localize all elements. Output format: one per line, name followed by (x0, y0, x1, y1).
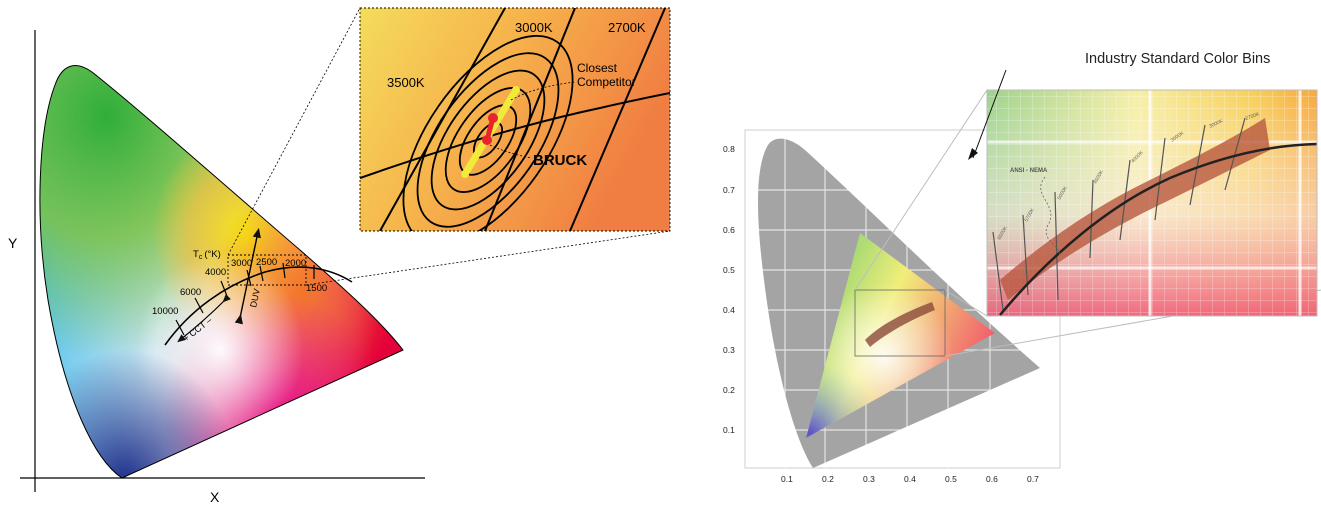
inset-locus (360, 92, 670, 179)
x-tick-0.4: 0.4 (904, 474, 916, 484)
bins-zoom-inset: 6500K 5700K 5000K 4500K 4000K 3500K 3000… (987, 90, 1317, 316)
industry-bins-callout: Industry Standard Color Bins (1085, 51, 1270, 67)
zoom-guide-top (227, 7, 361, 256)
bruck-point-lower (482, 135, 492, 145)
right-cie-diagram: 0.8 0.7 0.6 0.5 0.4 0.3 0.2 0.1 0.1 0.2 … (723, 51, 1321, 484)
x-tick-labels: 0.1 0.2 0.3 0.4 0.5 0.6 0.7 (781, 474, 1039, 484)
y-tick-0.3: 0.3 (723, 345, 735, 355)
bruck-point-upper (488, 113, 498, 123)
temp-label-1500: 1500 (306, 283, 327, 294)
y-tick-0.2: 0.2 (723, 385, 735, 395)
temp-label-2000: 2000 (285, 258, 306, 269)
right-zoom-guide-mid (944, 289, 988, 317)
y-tick-0.4: 0.4 (723, 305, 735, 315)
temp-label-10000: 10000 (152, 306, 178, 317)
x-tick-0.5: 0.5 (945, 474, 957, 484)
y-tick-0.5: 0.5 (723, 265, 735, 275)
x-tick-0.2: 0.2 (822, 474, 834, 484)
label-3000k: 3000K (515, 20, 553, 35)
macadam-ellipses (402, 34, 574, 231)
x-tick-0.1: 0.1 (781, 474, 793, 484)
bin-isotherms (992, 117, 1246, 311)
zoom-guide-bottom (305, 230, 671, 286)
color-bins-band (1000, 118, 1270, 300)
small-bins-band (865, 302, 935, 347)
bin-label-3000k: 3000K (1208, 118, 1224, 130)
competitor-leader (510, 81, 576, 101)
x-tick-0.3: 0.3 (863, 474, 875, 484)
duv-label: DUV (248, 288, 262, 309)
y-tick-0.8: 0.8 (723, 144, 735, 154)
duv-arrow (234, 227, 261, 325)
bins-locus-curve (999, 142, 1317, 316)
label-3500k: 3500K (387, 75, 425, 90)
x-tick-0.7: 0.7 (1027, 474, 1039, 484)
y-axis-label: Y (8, 235, 18, 251)
y-tick-0.1: 0.1 (723, 425, 735, 435)
x-axis-label: X (210, 489, 220, 505)
y-tick-0.7: 0.7 (723, 185, 735, 195)
label-2700k: 2700K (608, 20, 646, 35)
temp-label-2500: 2500 (256, 257, 277, 268)
tc-label: Tc (°K) (193, 249, 221, 261)
ansi-nema-label: ANSI - NEMA (1010, 168, 1048, 174)
y-tick-0.6: 0.6 (723, 225, 735, 235)
y-tick-labels: 0.8 0.7 0.6 0.5 0.4 0.3 0.2 0.1 (723, 144, 735, 435)
bruck-label: BRUCK (533, 152, 587, 169)
callout-arrow (972, 69, 1007, 159)
temp-label-4000: 4000 (205, 267, 226, 278)
zoom-region-box (227, 254, 307, 286)
temp-label-6000: 6000 (180, 287, 201, 298)
cie-outline (39, 65, 404, 479)
inset-zoom-panel: 3500K 3000K 2700K Closest Competitor BRU… (359, 7, 671, 232)
ansi-leader (1040, 176, 1061, 256)
bin-label-2700k: 2700K (1245, 111, 1261, 122)
right-zoom-box (854, 289, 946, 357)
right-zoom-guide-top (854, 89, 988, 291)
temp-label-3000: 3000 (231, 258, 252, 269)
cct-arrow (177, 294, 231, 343)
competitor-label-line1: Closest (577, 61, 618, 75)
x-tick-0.6: 0.6 (986, 474, 998, 484)
competitor-label-line2: Competitor (577, 75, 636, 89)
